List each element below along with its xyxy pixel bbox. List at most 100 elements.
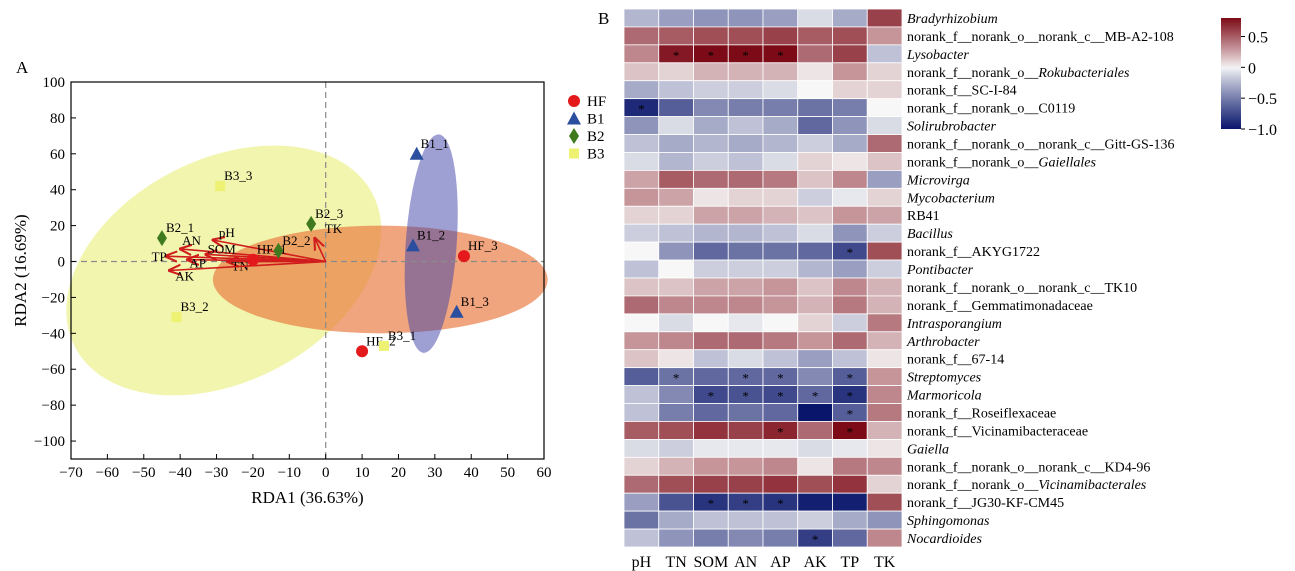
significance-mark: * [742,389,749,404]
heatmap-cell [832,98,868,117]
heatmap-cell [762,98,799,117]
heatmap-cell [658,456,694,476]
column-label-ph: pH [632,554,652,571]
heatmap-cell [658,295,694,315]
y-tick-label: −100 [34,434,65,450]
colorbar-tick-label: −0.5 [1248,91,1277,108]
heatmap-cell [832,510,868,530]
heatmap-cell [797,367,833,386]
row-label-part: norank_f__67-14 [907,353,1004,368]
heatmap-cell [866,259,903,279]
y-tick-label: 100 [43,75,66,91]
heatmap-cell [623,8,660,28]
heatmap-cell [832,277,868,297]
significance-mark: * [673,48,680,63]
heatmap-cell [658,385,694,404]
heatmap-cell [797,80,833,100]
x-tick-label: −40 [168,465,191,481]
heatmap-cell [866,44,903,64]
heatmap-cell [727,528,764,548]
significance-mark: * [777,48,784,63]
row-label: norank_f__norank_o__norank_c__MB-A2-108 [907,30,1174,45]
sample-point-b1_3 [449,304,464,318]
row-label-part: norank_f__Vicinamibacteraceae [907,424,1088,439]
heatmap-cell [797,277,833,297]
env-arrow-label-ph: pH [219,225,235,240]
sample-point-b2_1 [156,230,167,247]
sample-point-b1_1 [409,146,424,160]
significance-mark: * [847,245,854,260]
env-arrow-label-ak: AK [175,269,194,284]
heatmap-colorbar: 0.5 0 −0.5 −1.0 [1221,18,1277,139]
heatmap-cell [658,259,694,279]
heatmap-cell [727,277,764,297]
heatmap-cell [658,421,694,440]
row-label-part: Vicinamibacterales [1038,478,1146,493]
row-label: Sphingomonas [907,514,990,529]
row-label-part: norank_f__JG30-KF-CM45 [907,496,1064,511]
x-tick-label: −10 [278,465,301,481]
heatmap-cell [727,259,764,279]
sample-label: B3_3 [224,168,252,183]
heatmap-cell [693,205,729,225]
heatmap-cell [693,421,729,440]
heatmap-cell [693,349,729,369]
heatmap-cell [762,259,799,279]
heatmap-cell [866,277,903,297]
heatmap-cell [623,510,660,530]
confidence-ellipse-b1 [404,134,458,353]
heatmap-cell [866,26,903,46]
heatmap-cell [866,152,903,171]
significance-mark: * [812,532,819,547]
heatmap-cell [866,349,903,369]
heatmap-cell [727,8,764,28]
heatmap-cell [832,492,868,512]
heatmap-cell [797,510,833,530]
heatmap-cell [727,241,764,261]
heatmap-cell [658,277,694,297]
heatmap-cell [658,313,694,333]
legend-label: B1 [587,112,605,128]
heatmap-cell [866,205,903,225]
significance-mark: * [742,496,749,511]
heatmap-cell [762,26,799,46]
plot-frame [70,81,545,460]
env-arrow-label-tp: TP [152,249,167,264]
heatmap-cell [797,205,833,225]
heatmap-cell [762,438,799,458]
heatmap-cell [866,241,903,261]
heatmap-cell [866,80,903,100]
significance-mark: * [777,371,784,386]
sample-point-b3_1 [378,340,389,351]
heatmap-cell [658,152,694,171]
heatmap-cell [658,474,694,494]
heatmap-cell [623,44,660,64]
x-tick-label: 20 [391,465,406,481]
heatmap-cell [693,116,729,135]
heatmap-cell [623,313,660,333]
heatmap-cell [762,80,799,100]
heatmap-cell [727,80,764,100]
row-label: Bacillus [907,227,953,242]
heatmap-cell [693,277,729,297]
x-tick-label: 30 [427,465,442,481]
heatmap-cell [727,474,764,494]
y-tick-label: −80 [42,398,65,414]
heatmap-cell [797,421,833,440]
heatmap-cell [623,80,660,100]
sample-point-b1_2 [406,238,421,252]
heatmap-cell [658,223,694,243]
y-tick-label: 20 [50,219,65,235]
heatmap-cell [832,134,868,153]
row-label-part: Sphingomonas [907,514,990,529]
env-arrow-ak [169,260,326,271]
row-label: norank_f__AKYG1722 [907,245,1040,260]
heatmap-cell [623,62,660,82]
heatmap-cell [623,26,660,46]
row-label: Gaiella [907,442,949,457]
colorbar-tick-label: 0.5 [1248,30,1268,47]
heatmap-cell [797,152,833,171]
x-tick-label: −30 [205,465,228,481]
heatmap-cell [762,403,799,422]
heatmap-cell [797,349,833,369]
